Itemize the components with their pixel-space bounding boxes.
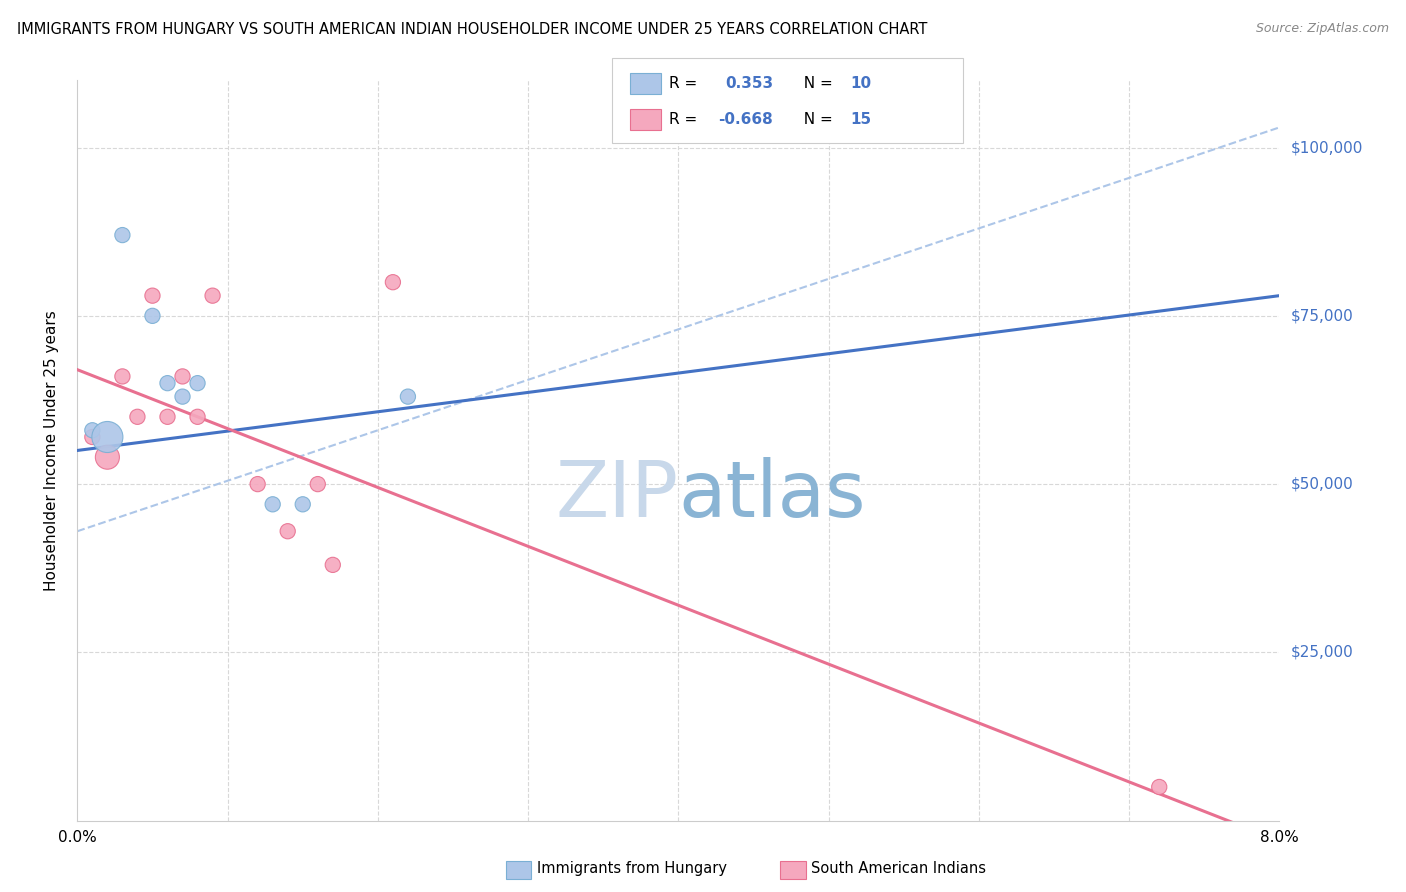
Point	[141, 288, 163, 302]
Text: South American Indians: South American Indians	[811, 862, 986, 876]
Point	[172, 369, 194, 384]
Point	[96, 450, 118, 465]
Text: $50,000: $50,000	[1291, 476, 1354, 491]
Text: atlas: atlas	[679, 457, 866, 533]
Text: 10: 10	[851, 76, 872, 91]
Point	[277, 524, 299, 539]
Text: $25,000: $25,000	[1291, 645, 1354, 660]
Point	[186, 376, 209, 391]
Text: 0.353: 0.353	[725, 76, 773, 91]
Text: IMMIGRANTS FROM HUNGARY VS SOUTH AMERICAN INDIAN HOUSEHOLDER INCOME UNDER 25 YEA: IMMIGRANTS FROM HUNGARY VS SOUTH AMERICA…	[17, 22, 927, 37]
Text: R =: R =	[669, 76, 707, 91]
Y-axis label: Householder Income Under 25 years: Householder Income Under 25 years	[44, 310, 59, 591]
Point	[381, 275, 404, 289]
Point	[156, 376, 179, 391]
Text: R =: R =	[669, 112, 703, 127]
Point	[291, 497, 314, 511]
Text: N =: N =	[794, 112, 838, 127]
Text: ZIP: ZIP	[555, 457, 679, 533]
Point	[127, 409, 149, 424]
Text: Immigrants from Hungary: Immigrants from Hungary	[537, 862, 727, 876]
Text: Source: ZipAtlas.com: Source: ZipAtlas.com	[1256, 22, 1389, 36]
Point	[201, 288, 224, 302]
Point	[82, 423, 104, 437]
Point	[156, 409, 179, 424]
Point	[246, 477, 269, 491]
Point	[396, 390, 419, 404]
Point	[307, 477, 329, 491]
Text: -0.668: -0.668	[718, 112, 773, 127]
Point	[82, 430, 104, 444]
Point	[322, 558, 344, 572]
Point	[96, 430, 118, 444]
Point	[111, 369, 134, 384]
Text: 15: 15	[851, 112, 872, 127]
Text: $100,000: $100,000	[1291, 140, 1362, 155]
Text: N =: N =	[794, 76, 838, 91]
Text: $75,000: $75,000	[1291, 309, 1354, 323]
Point	[1149, 780, 1171, 794]
Point	[141, 309, 163, 323]
Point	[186, 409, 209, 424]
Point	[262, 497, 284, 511]
Point	[111, 228, 134, 243]
Point	[172, 390, 194, 404]
